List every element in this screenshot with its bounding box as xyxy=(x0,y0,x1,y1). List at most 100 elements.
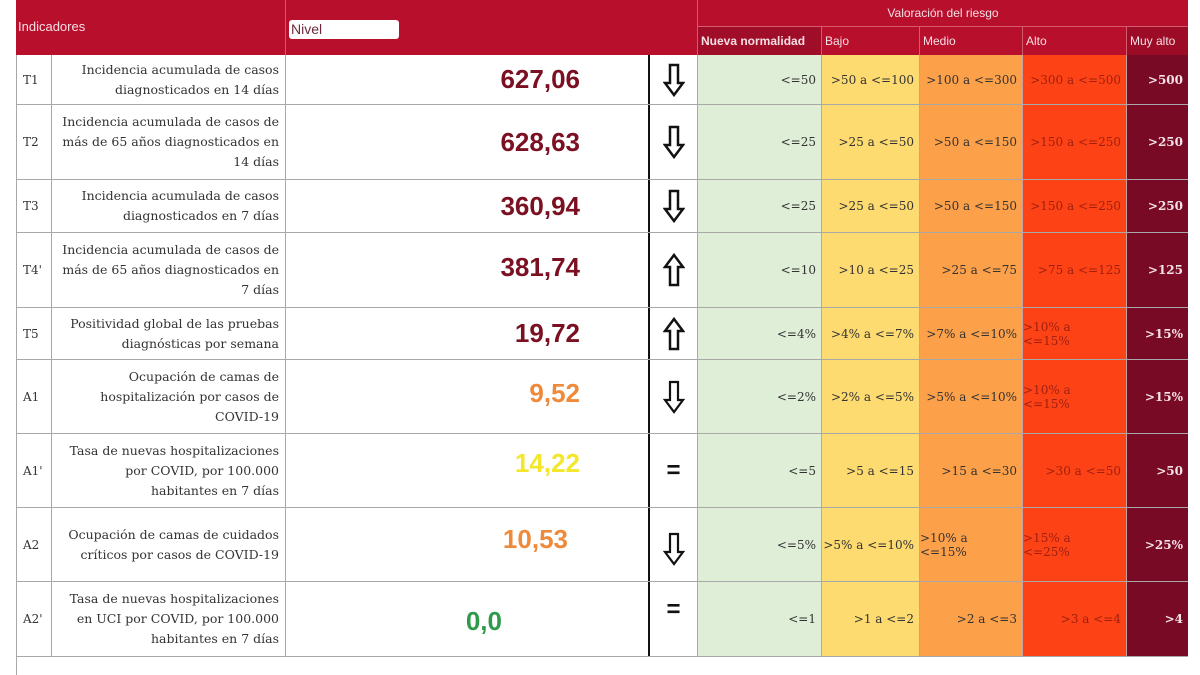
threshold-nueva-normalidad: <=10 xyxy=(698,233,822,307)
indicator-code: A2 xyxy=(16,508,52,581)
threshold-muy-alto: >50 xyxy=(1127,434,1188,507)
threshold-alto: >150 a <=250 xyxy=(1023,180,1127,232)
threshold-alto: >30 a <=50 xyxy=(1023,434,1127,507)
threshold-muy-alto: >250 xyxy=(1127,180,1188,232)
table-border xyxy=(16,657,17,675)
table-row: T1 Incidencia acumulada de casos diagnos… xyxy=(16,55,1188,105)
threshold-alto: >15% a <=25% xyxy=(1023,508,1127,581)
trend-cell xyxy=(648,55,698,104)
header-nivel-label: Nivel xyxy=(289,20,399,39)
trend-cell xyxy=(648,105,698,179)
threshold-alto: >10% a <=15% xyxy=(1023,308,1127,359)
indicator-value: 627,06 xyxy=(500,64,580,94)
threshold-muy-alto: >500 xyxy=(1127,55,1188,104)
down-arrow-icon xyxy=(662,63,685,97)
header-nivel: Nivel xyxy=(286,0,698,55)
indicator-code: T2 xyxy=(16,105,52,179)
down-arrow-icon xyxy=(662,532,685,566)
equal-icon: = xyxy=(666,596,681,623)
indicator-description: Tasa de nuevas hospitalizaciones por COV… xyxy=(52,434,286,507)
indicator-code: A1 xyxy=(16,360,52,433)
table-row: A1' Tasa de nuevas hospitalizaciones por… xyxy=(16,434,1188,508)
threshold-bajo: >5% a <=10% xyxy=(822,508,920,581)
threshold-medio: >5% a <=10% xyxy=(920,360,1023,433)
header-valoracion-label: Valoración del riesgo xyxy=(698,0,1188,27)
indicator-code: A1' xyxy=(16,434,52,507)
threshold-nueva-normalidad: <=50 xyxy=(698,55,822,104)
threshold-muy-alto: >15% xyxy=(1127,308,1188,359)
header-indicadores-label: Indicadores xyxy=(18,19,86,34)
header-alto: Alto xyxy=(1023,27,1127,55)
threshold-alto: >75 a <=125 xyxy=(1023,233,1127,307)
threshold-medio: >50 a <=150 xyxy=(920,105,1023,179)
trend-cell: = xyxy=(648,434,698,507)
indicator-description: Ocupación de camas de hospitalización po… xyxy=(52,360,286,433)
header-valoracion-riesgo: Valoración del riesgo Nueva normalidad B… xyxy=(698,0,1188,55)
trend-cell xyxy=(648,508,698,581)
threshold-bajo: >5 a <=15 xyxy=(822,434,920,507)
threshold-nueva-normalidad: <=2% xyxy=(698,360,822,433)
threshold-medio: >10% a <=15% xyxy=(920,508,1023,581)
threshold-bajo: >25 a <=50 xyxy=(822,180,920,232)
indicator-description: Incidencia acumulada de casos diagnostic… xyxy=(52,55,286,104)
threshold-medio: >15 a <=30 xyxy=(920,434,1023,507)
threshold-medio: >7% a <=10% xyxy=(920,308,1023,359)
down-arrow-icon xyxy=(662,380,685,414)
threshold-medio: >100 a <=300 xyxy=(920,55,1023,104)
threshold-bajo: >10 a <=25 xyxy=(822,233,920,307)
threshold-nueva-normalidad: <=1 xyxy=(698,582,822,656)
indicator-value: 360,94 xyxy=(500,190,580,221)
indicator-description: Incidencia acumulada de casos diagnostic… xyxy=(52,180,286,232)
trend-cell xyxy=(648,233,698,307)
indicator-value: 10,53 xyxy=(502,524,568,554)
threshold-bajo: >50 a <=100 xyxy=(822,55,920,104)
equal-icon: = xyxy=(666,456,681,484)
threshold-bajo: >4% a <=7% xyxy=(822,308,920,359)
indicator-code: T3 xyxy=(16,180,52,232)
indicator-value: 381,74 xyxy=(500,251,580,282)
header-muy-alto: Muy alto xyxy=(1127,27,1188,55)
indicator-description: Positividad global de las pruebas diagnó… xyxy=(52,308,286,359)
threshold-bajo: >25 a <=50 xyxy=(822,105,920,179)
threshold-nueva-normalidad: <=5 xyxy=(698,434,822,507)
trend-cell xyxy=(648,308,698,359)
up-arrow-icon xyxy=(662,316,685,350)
threshold-nueva-normalidad: <=25 xyxy=(698,180,822,232)
indicator-code: T1 xyxy=(16,55,52,104)
indicator-value: 628,63 xyxy=(500,126,580,157)
indicator-value: 9,52 xyxy=(529,378,580,408)
table-row: T5 Positividad global de las pruebas dia… xyxy=(16,308,1188,360)
table-row: T2 Incidencia acumulada de casos de más … xyxy=(16,105,1188,180)
header-indicadores: Indicadores xyxy=(16,0,286,55)
indicator-code: T5 xyxy=(16,308,52,359)
up-arrow-icon xyxy=(662,253,685,287)
table-row: T3 Incidencia acumulada de casos diagnos… xyxy=(16,180,1188,233)
indicator-value: 14,22 xyxy=(514,448,580,478)
threshold-alto: >150 a <=250 xyxy=(1023,105,1127,179)
indicator-code: T4' xyxy=(16,233,52,307)
trend-cell xyxy=(648,360,698,433)
threshold-medio: >2 a <=3 xyxy=(920,582,1023,656)
threshold-muy-alto: >4 xyxy=(1127,582,1188,656)
threshold-muy-alto: >25% xyxy=(1127,508,1188,581)
threshold-medio: >50 a <=150 xyxy=(920,180,1023,232)
indicator-code: A2' xyxy=(16,582,52,656)
threshold-medio: >25 a <=75 xyxy=(920,233,1023,307)
threshold-nueva-normalidad: <=4% xyxy=(698,308,822,359)
threshold-bajo: >2% a <=5% xyxy=(822,360,920,433)
indicator-value: 19,72 xyxy=(514,318,580,348)
header-bajo: Bajo xyxy=(822,27,920,55)
table-row: T4' Incidencia acumulada de casos de más… xyxy=(16,233,1188,308)
down-arrow-icon xyxy=(662,189,685,223)
table-row: A1 Ocupación de camas de hospitalización… xyxy=(16,360,1188,434)
header-medio: Medio xyxy=(920,27,1023,55)
threshold-bajo: >1 a <=2 xyxy=(822,582,920,656)
table-row: A2 Ocupación de camas de cuidados crític… xyxy=(16,508,1188,582)
threshold-muy-alto: >250 xyxy=(1127,105,1188,179)
threshold-alto: >300 a <=500 xyxy=(1023,55,1127,104)
trend-cell: = xyxy=(648,582,698,656)
threshold-muy-alto: >125 xyxy=(1127,233,1188,307)
threshold-muy-alto: >15% xyxy=(1127,360,1188,433)
threshold-nueva-normalidad: <=25 xyxy=(698,105,822,179)
header-nueva-normalidad: Nueva normalidad xyxy=(698,27,822,55)
